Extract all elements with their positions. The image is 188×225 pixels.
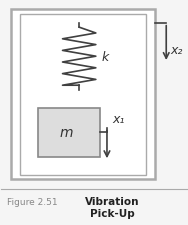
Text: x₂: x₂ — [170, 44, 182, 57]
Bar — [20, 15, 146, 175]
Bar — [38, 108, 100, 157]
Text: k: k — [101, 50, 109, 63]
Text: Figure 2.51: Figure 2.51 — [7, 197, 58, 206]
Text: m: m — [59, 126, 73, 140]
Bar — [11, 10, 155, 179]
Text: Vibration
Pick-Up: Vibration Pick-Up — [85, 196, 140, 218]
Text: x₁: x₁ — [113, 113, 125, 126]
